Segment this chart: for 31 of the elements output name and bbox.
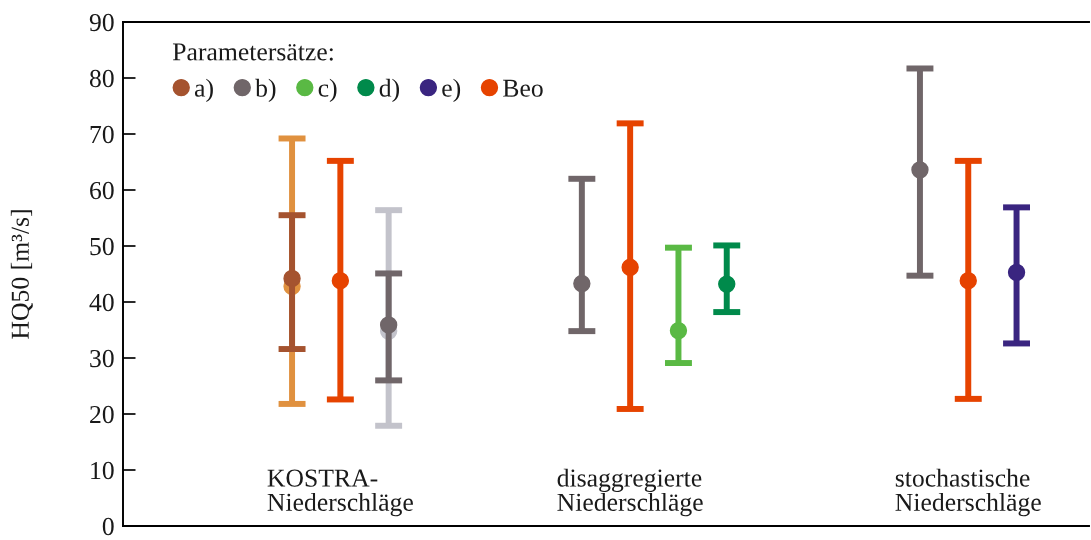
y-tick-label: 20 [90,405,114,424]
point [959,272,977,290]
y-tick-label: 50 [90,237,114,256]
x-tick-label: disaggregierte Niederschläge [557,468,703,517]
x-tick-label: stochastische Niederschläge [895,468,1041,517]
y-tick-label: 10 [91,461,114,480]
legend-label: a) [194,78,213,103]
legend-label: e) [442,78,461,103]
y-axis-title: HQ50 [m³/s] [10,210,33,339]
legend-label: c) [318,78,337,103]
y-tick-label: 30 [90,349,114,368]
y-tick-label: 80 [89,69,114,88]
legend-label: b) [255,78,276,103]
y-tick-label: 60 [90,181,114,200]
y-tick-label: 40 [89,293,114,312]
x-tick-label: KOSTRA- Niederschläge [267,469,413,517]
y-tick-label: 70 [90,125,114,144]
y-tick-label: 90 [89,13,114,32]
point [621,258,639,276]
legend-label: Beo [503,79,543,97]
point [283,269,301,288]
point [331,272,350,290]
point [1007,263,1026,282]
point [379,316,398,334]
point [573,274,591,293]
legend-title: Parametersätze: [172,43,333,61]
y-tick-label: 0 [102,517,114,536]
point [718,275,736,293]
legend-label: d) [379,78,399,103]
point [669,321,688,340]
point [911,161,929,179]
